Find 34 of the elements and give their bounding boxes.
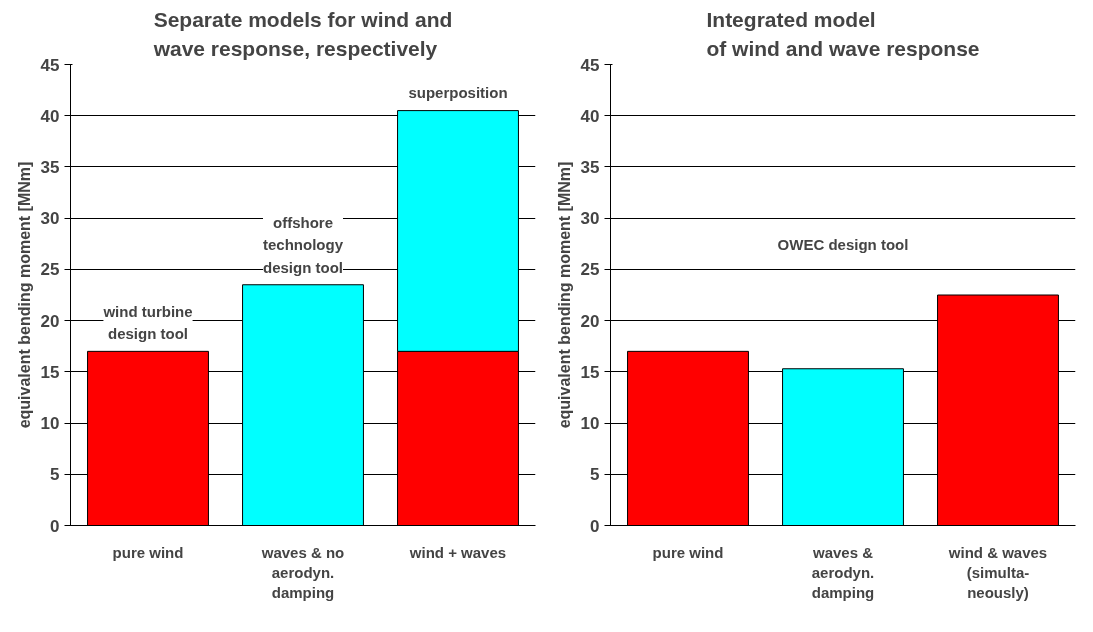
y-tick-label: 30 — [40, 209, 60, 229]
y-tick-label: 40 — [580, 106, 600, 126]
y-tick-label: 25 — [580, 260, 600, 280]
x-tick-label: wind + waves — [408, 543, 507, 561]
x-tick-label: wind & waves (simulta- neously) — [947, 543, 1048, 602]
y-tick-label: 35 — [40, 157, 60, 177]
chart-title: Integrated model of wind and wave response — [706, 7, 980, 60]
x-tick-label: pure wind — [112, 543, 184, 561]
y-tick-label: 20 — [40, 311, 60, 331]
y-tick-label: 15 — [40, 362, 60, 382]
y-tick-label: 25 — [40, 260, 60, 280]
x-tick-label: waves & no aerodyn. damping — [260, 543, 345, 602]
annotation: wind turbine design tool — [102, 303, 193, 343]
y-axis-title: equivalent bending moment [MNm] — [555, 161, 573, 429]
y-tick-label: 20 — [580, 311, 600, 331]
y-axis-title: equivalent bending moment [MNm] — [15, 161, 33, 429]
y-tick-label: 5 — [590, 465, 600, 485]
y-tick-label: 45 — [40, 55, 60, 75]
chart-title: Separate models for wind and wave response, respectively — [152, 7, 453, 60]
y-tick-label: 40 — [40, 106, 60, 126]
annotation: OWEC design tool — [777, 235, 909, 253]
y-tick-label: 35 — [580, 157, 600, 177]
y-tick-label: 45 — [580, 55, 600, 75]
x-tick-label: waves & aerodyn. damping — [811, 543, 875, 602]
annotation: superposition — [408, 84, 508, 102]
y-tick-label: 0 — [590, 516, 600, 536]
y-tick-label: 0 — [50, 516, 60, 536]
y-tick-label: 10 — [40, 414, 60, 434]
y-tick-label: 10 — [580, 414, 600, 434]
y-tick-label: 5 — [50, 465, 60, 485]
x-tick-label: pure wind — [652, 543, 724, 561]
y-tick-label: 15 — [580, 362, 600, 382]
y-tick-label: 30 — [580, 209, 600, 229]
annotation: offshore technology design tool — [263, 214, 344, 276]
